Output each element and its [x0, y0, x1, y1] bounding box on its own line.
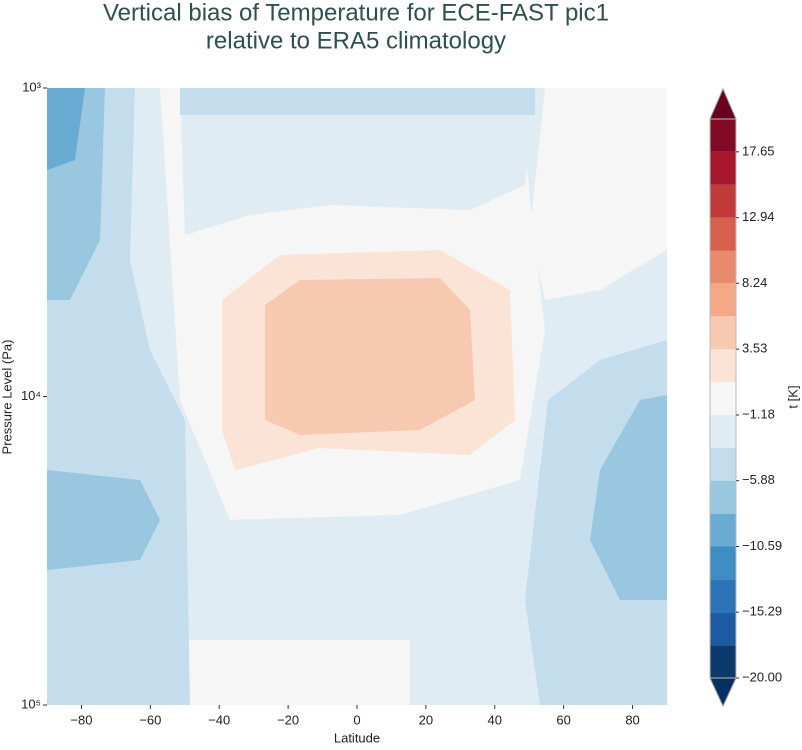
- x-tick-label: 80: [625, 712, 639, 727]
- colorbar-band: [710, 414, 736, 448]
- chart-title: Vertical bias of Temperature for ECE-FAS…: [103, 0, 609, 26]
- colorbar-band: [710, 645, 736, 678]
- contour-region: [590, 395, 667, 600]
- contour-region: [47, 88, 160, 570]
- colorbar-band: [710, 579, 736, 613]
- contour-plot: [47, 88, 667, 705]
- colorbar-band: [710, 513, 736, 547]
- colorbar-label: t [K]: [785, 385, 800, 408]
- contour-region: [47, 88, 85, 170]
- contour-region: [180, 88, 535, 235]
- colorbar-band: [710, 480, 736, 514]
- x-tick-label: −60: [139, 712, 161, 727]
- colorbar-band: [710, 184, 736, 218]
- x-axis-label: Latitude: [334, 730, 380, 745]
- colorbar-tick-label: 3.53: [742, 341, 767, 356]
- colorbar-tick-label: 8.24: [742, 275, 767, 290]
- colorbar-tick-label: 17.65: [742, 143, 775, 158]
- x-tick-label: 60: [556, 712, 570, 727]
- colorbar-band: [710, 349, 736, 383]
- colorbar-extend: [709, 87, 737, 120]
- colorbar-band: [710, 283, 736, 317]
- x-tick-label: −80: [70, 712, 92, 727]
- contour-region: [180, 88, 535, 115]
- contour-region: [265, 278, 475, 435]
- colorbar-tick-label: −5.88: [742, 472, 775, 487]
- colorbar-frame: [709, 118, 737, 679]
- colorbar-tick-label: −10.59: [742, 538, 782, 553]
- x-tick-label: 20: [419, 712, 433, 727]
- colorbar-band: [710, 316, 736, 350]
- y-tick-label: 10⁵: [21, 696, 41, 711]
- colorbar-band: [710, 612, 736, 646]
- colorbar-band: [710, 382, 736, 415]
- colorbar-band: [710, 447, 736, 481]
- colorbar-band: [710, 217, 736, 251]
- colorbar-tick-label: −20.00: [742, 669, 782, 684]
- colorbar-band: [710, 151, 736, 185]
- x-tick-label: 40: [488, 712, 502, 727]
- y-tick-label: 10³: [22, 79, 41, 94]
- colorbar-extend: [709, 677, 737, 708]
- x-tick-label: −20: [277, 712, 299, 727]
- y-axis-label: Pressure Level (Pa): [0, 340, 14, 455]
- colorbar-tick-label: −15.29: [742, 604, 782, 619]
- colorbar-tick-label: −1.18: [742, 406, 775, 421]
- x-tick-label: 0: [353, 712, 360, 727]
- colorbar-band: [710, 119, 736, 152]
- colorbar-tick-label: 12.94: [742, 209, 775, 224]
- x-tick-label: −40: [208, 712, 230, 727]
- colorbar-band: [710, 250, 736, 284]
- colorbar-band: [710, 546, 736, 580]
- chart-title: relative to ERA5 climatology: [206, 27, 506, 54]
- y-tick-label: 10⁴: [21, 388, 41, 403]
